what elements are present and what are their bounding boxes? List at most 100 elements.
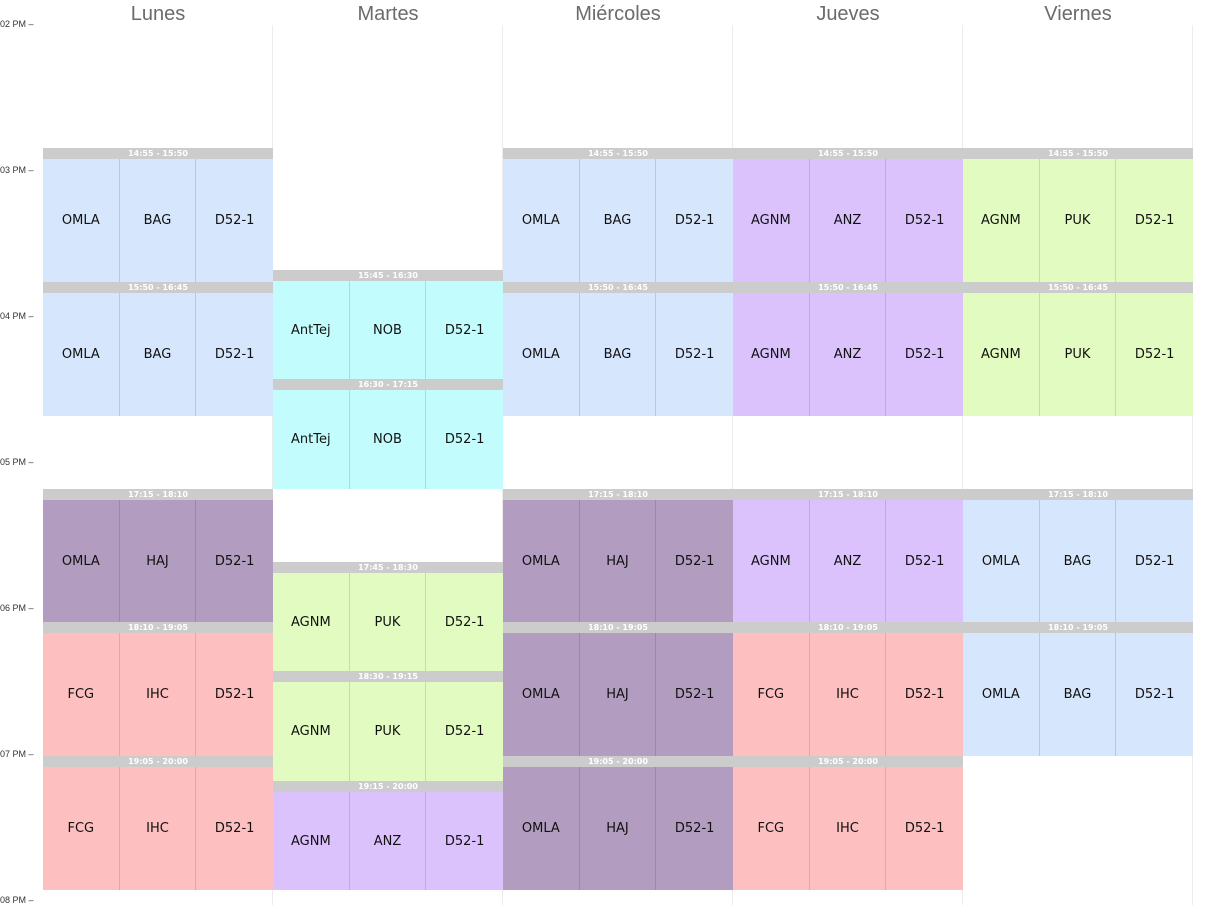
class-block[interactable]: 17:15 - 18:10 OMLA BAG D52-1: [963, 489, 1193, 622]
class-time-header: 19:15 - 20:00: [273, 781, 503, 792]
class-teacher-cell: BAG: [1039, 633, 1117, 756]
class-teacher-cell: PUK: [1039, 159, 1117, 282]
class-subject-cell: FCG: [43, 633, 120, 756]
class-time-header: 15:50 - 16:45: [733, 282, 963, 293]
class-subject-cell: FCG: [43, 767, 120, 890]
class-room-cell: D52-1: [196, 159, 273, 282]
class-block[interactable]: 19:05 - 20:00 FCG IHC D52-1: [43, 756, 273, 890]
class-time-header: 17:45 - 18:30: [273, 562, 503, 573]
class-time-header: 15:50 - 16:45: [503, 282, 733, 293]
day-header: Viernes: [1044, 3, 1112, 25]
class-room-cell: D52-1: [886, 293, 963, 416]
class-block[interactable]: 17:45 - 18:30 AGNM PUK D52-1: [273, 562, 503, 671]
class-subject-cell: OMLA: [963, 500, 1040, 622]
class-room-cell: D52-1: [886, 767, 963, 890]
class-teacher-cell: NOB: [349, 281, 427, 379]
class-time-header: 14:55 - 15:50: [733, 148, 963, 159]
class-block[interactable]: 18:10 - 19:05 OMLA HAJ D52-1: [503, 622, 733, 756]
class-subject-cell: OMLA: [43, 500, 120, 622]
class-block[interactable]: 15:45 - 16:30 AntTej NOB D52-1: [273, 270, 503, 379]
class-subject-cell: AGNM: [733, 159, 810, 282]
class-block[interactable]: 19:05 - 20:00 FCG IHC D52-1: [733, 756, 963, 890]
class-teacher-cell: BAG: [119, 293, 197, 416]
class-room-cell: D52-1: [426, 792, 503, 890]
class-time-header: 15:45 - 16:30: [273, 270, 503, 281]
class-time-header: 19:05 - 20:00: [503, 756, 733, 767]
class-subject-cell: OMLA: [503, 293, 580, 416]
class-time-header: 18:30 - 19:15: [273, 671, 503, 682]
class-teacher-cell: BAG: [1039, 500, 1117, 622]
time-label: 08 PM –: [0, 895, 34, 905]
class-time-header: 14:55 - 15:50: [503, 148, 733, 159]
class-time-header: 19:05 - 20:00: [43, 756, 273, 767]
class-block[interactable]: 16:30 - 17:15 AntTej NOB D52-1: [273, 379, 503, 489]
class-room-cell: D52-1: [656, 500, 733, 622]
class-block[interactable]: 15:50 - 16:45 OMLA BAG D52-1: [503, 282, 733, 416]
class-teacher-cell: BAG: [119, 159, 197, 282]
class-block[interactable]: 14:55 - 15:50 OMLA BAG D52-1: [43, 148, 273, 282]
class-block[interactable]: 18:10 - 19:05 FCG IHC D52-1: [733, 622, 963, 756]
class-time-header: 18:10 - 19:05: [963, 622, 1193, 633]
class-room-cell: D52-1: [426, 573, 503, 671]
class-time-header: 17:15 - 18:10: [963, 489, 1193, 500]
class-subject-cell: AGNM: [273, 573, 350, 671]
class-subject-cell: OMLA: [43, 159, 120, 282]
time-label: 05 PM –: [0, 457, 34, 467]
class-subject-cell: FCG: [733, 767, 810, 890]
class-teacher-cell: IHC: [809, 767, 887, 890]
class-room-cell: D52-1: [886, 500, 963, 622]
class-teacher-cell: HAJ: [579, 767, 657, 890]
class-block[interactable]: 18:10 - 19:05 OMLA BAG D52-1: [963, 622, 1193, 756]
class-room-cell: D52-1: [656, 633, 733, 756]
class-block[interactable]: 14:55 - 15:50 OMLA BAG D52-1: [503, 148, 733, 282]
class-time-header: 14:55 - 15:50: [43, 148, 273, 159]
column-divider: [732, 25, 733, 905]
class-block[interactable]: 18:30 - 19:15 AGNM PUK D52-1: [273, 671, 503, 781]
time-label: 07 PM –: [0, 749, 34, 759]
class-block[interactable]: 18:10 - 19:05 FCG IHC D52-1: [43, 622, 273, 756]
class-room-cell: D52-1: [196, 633, 273, 756]
class-time-header: 14:55 - 15:50: [963, 148, 1193, 159]
class-subject-cell: AGNM: [733, 293, 810, 416]
class-subject-cell: AGNM: [273, 792, 350, 890]
class-room-cell: D52-1: [196, 293, 273, 416]
class-time-header: 17:15 - 18:10: [43, 489, 273, 500]
class-room-cell: D52-1: [196, 767, 273, 890]
class-subject-cell: AntTej: [273, 281, 350, 379]
class-block[interactable]: 17:15 - 18:10 OMLA HAJ D52-1: [43, 489, 273, 622]
class-block[interactable]: 14:55 - 15:50 AGNM ANZ D52-1: [733, 148, 963, 282]
class-time-header: 19:05 - 20:00: [733, 756, 963, 767]
class-teacher-cell: IHC: [119, 767, 197, 890]
class-room-cell: D52-1: [656, 767, 733, 890]
class-room-cell: D52-1: [426, 390, 503, 489]
class-block[interactable]: 19:15 - 20:00 AGNM ANZ D52-1: [273, 781, 503, 890]
class-subject-cell: AGNM: [963, 293, 1040, 416]
class-teacher-cell: BAG: [579, 159, 657, 282]
class-block[interactable]: 15:50 - 16:45 OMLA BAG D52-1: [43, 282, 273, 416]
class-subject-cell: FCG: [733, 633, 810, 756]
time-label: 02 PM –: [0, 19, 34, 29]
class-block[interactable]: 19:05 - 20:00 OMLA HAJ D52-1: [503, 756, 733, 890]
class-teacher-cell: PUK: [1039, 293, 1117, 416]
class-subject-cell: OMLA: [503, 633, 580, 756]
time-label: 04 PM –: [0, 311, 34, 321]
class-block[interactable]: 17:15 - 18:10 OMLA HAJ D52-1: [503, 489, 733, 622]
class-room-cell: D52-1: [426, 281, 503, 379]
class-room-cell: D52-1: [656, 159, 733, 282]
class-subject-cell: AGNM: [733, 500, 810, 622]
class-block[interactable]: 15:50 - 16:45 AGNM PUK D52-1: [963, 282, 1193, 416]
class-block[interactable]: 14:55 - 15:50 AGNM PUK D52-1: [963, 148, 1193, 282]
class-teacher-cell: IHC: [809, 633, 887, 756]
class-time-header: 18:10 - 19:05: [43, 622, 273, 633]
class-subject-cell: AntTej: [273, 390, 350, 489]
class-teacher-cell: HAJ: [579, 500, 657, 622]
class-teacher-cell: ANZ: [809, 159, 887, 282]
class-block[interactable]: 17:15 - 18:10 AGNM ANZ D52-1: [733, 489, 963, 622]
class-room-cell: D52-1: [1116, 293, 1193, 416]
class-teacher-cell: PUK: [349, 573, 427, 671]
time-label: 06 PM –: [0, 603, 34, 613]
class-subject-cell: AGNM: [273, 682, 350, 781]
class-room-cell: D52-1: [196, 500, 273, 622]
class-block[interactable]: 15:50 - 16:45 AGNM ANZ D52-1: [733, 282, 963, 416]
class-subject-cell: AGNM: [963, 159, 1040, 282]
